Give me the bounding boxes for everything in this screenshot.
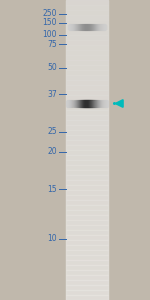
Bar: [66, 155, 108, 160]
Bar: [66, 10, 108, 15]
Bar: [66, 0, 108, 300]
Bar: [66, 135, 108, 140]
Bar: [66, 30, 108, 35]
Text: 25: 25: [47, 128, 57, 136]
Bar: [66, 295, 108, 300]
Bar: [66, 125, 108, 130]
Bar: [66, 235, 108, 240]
Bar: [66, 70, 108, 75]
Bar: [66, 35, 108, 40]
Bar: [66, 5, 108, 10]
Text: 150: 150: [42, 18, 57, 27]
Bar: [66, 185, 108, 190]
Bar: [66, 40, 108, 45]
Bar: [66, 85, 108, 90]
Bar: [66, 220, 108, 225]
Bar: [66, 205, 108, 210]
Bar: [66, 270, 108, 275]
Bar: [66, 145, 108, 150]
Bar: [66, 260, 108, 265]
Bar: [66, 55, 108, 60]
Bar: [66, 280, 108, 285]
Bar: [66, 115, 108, 120]
Bar: [66, 0, 108, 5]
Text: 20: 20: [47, 147, 57, 156]
Bar: [66, 245, 108, 250]
Bar: [66, 215, 108, 220]
Bar: [66, 265, 108, 270]
Bar: [66, 140, 108, 145]
Text: 75: 75: [47, 40, 57, 49]
Bar: [66, 65, 108, 70]
Bar: [66, 275, 108, 280]
Text: 100: 100: [42, 30, 57, 39]
Bar: [66, 95, 108, 100]
Text: 50: 50: [47, 63, 57, 72]
Bar: [66, 175, 108, 180]
Text: 37: 37: [47, 90, 57, 99]
Bar: [66, 210, 108, 215]
Bar: [66, 225, 108, 230]
Bar: [66, 130, 108, 135]
Bar: [66, 255, 108, 260]
Bar: [66, 80, 108, 85]
Bar: [66, 25, 108, 30]
Bar: [66, 105, 108, 110]
Bar: [66, 250, 108, 255]
Bar: [66, 160, 108, 165]
Bar: [66, 20, 108, 25]
Bar: [66, 190, 108, 195]
Text: 10: 10: [47, 234, 57, 243]
Bar: [66, 240, 108, 245]
Bar: [66, 100, 108, 105]
Bar: [66, 200, 108, 205]
Text: 250: 250: [42, 9, 57, 18]
Bar: [66, 195, 108, 200]
Bar: [66, 285, 108, 290]
Bar: [66, 50, 108, 55]
Bar: [66, 150, 108, 155]
Bar: [66, 45, 108, 50]
Bar: [66, 230, 108, 235]
Bar: [66, 110, 108, 115]
Text: 15: 15: [47, 184, 57, 194]
Bar: [66, 165, 108, 170]
Bar: [66, 75, 108, 80]
Bar: [66, 180, 108, 185]
Bar: [66, 120, 108, 125]
Bar: [66, 170, 108, 175]
Bar: [66, 15, 108, 20]
Bar: [66, 60, 108, 65]
Bar: [66, 90, 108, 95]
Bar: [66, 290, 108, 295]
